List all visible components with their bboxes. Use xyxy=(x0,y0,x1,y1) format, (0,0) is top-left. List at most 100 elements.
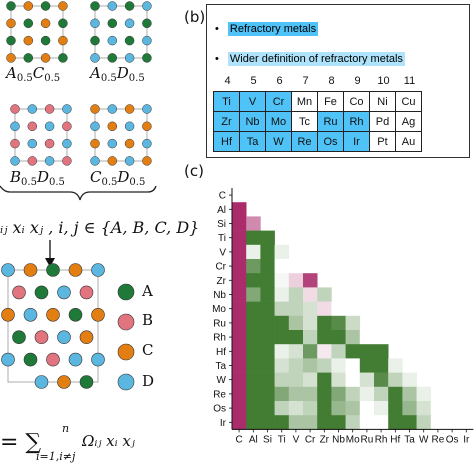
atom-a xyxy=(6,35,16,46)
element-ir: Ir xyxy=(343,131,370,152)
atom-d xyxy=(34,375,49,389)
interaction-heatmap: CCAlAlSiSiTiTiVVCrCrZrZrNbNbMoMoRuRuRhRh… xyxy=(212,188,474,445)
atom-a xyxy=(142,53,152,63)
atom-a xyxy=(12,330,26,344)
unit-cell-b-d xyxy=(10,104,72,166)
heatmap-cell xyxy=(274,386,290,402)
element-os: Os xyxy=(317,131,344,152)
atom-a xyxy=(90,1,100,11)
atom-d xyxy=(90,121,100,132)
heatmap-cell xyxy=(232,216,247,231)
unit-cell-c-d xyxy=(90,104,152,166)
element-ta: Ta xyxy=(239,131,266,152)
heatmap-cell xyxy=(303,358,318,373)
atom-c xyxy=(1,307,15,322)
heatmap-cell xyxy=(288,287,304,302)
atom-a xyxy=(58,18,68,29)
atom-d xyxy=(107,104,118,114)
cell-label-a-d: A0.5D0.5 xyxy=(90,64,145,84)
cell-label-c-d: C0.5D0.5 xyxy=(90,168,146,188)
element-au: Au xyxy=(395,131,422,152)
y-tick-label: Ta xyxy=(215,361,226,372)
heatmap-cell xyxy=(317,415,332,430)
heatmap-cell xyxy=(331,401,346,416)
panel-c-label: (c) xyxy=(184,162,204,180)
heatmap-cell xyxy=(345,372,361,388)
heatmap-cell xyxy=(317,358,332,373)
atom-d xyxy=(124,156,135,166)
heatmap-cell xyxy=(331,358,346,373)
heatmap-cell xyxy=(402,372,417,388)
heatmap-cell xyxy=(416,415,432,430)
heatmap-cell xyxy=(430,415,446,430)
element-mo: Mo xyxy=(265,111,292,132)
x-tick-label: Ru xyxy=(361,434,374,445)
atom-d xyxy=(62,138,72,149)
heatmap-cell xyxy=(260,401,275,416)
heatmap-cell xyxy=(232,202,247,217)
heatmap-cell xyxy=(331,315,346,331)
heatmap-cell xyxy=(274,344,290,359)
heatmap-cell xyxy=(303,273,318,288)
heatmap-cell xyxy=(416,401,432,416)
heatmap-cell xyxy=(345,344,361,359)
atom-b xyxy=(46,352,60,367)
heatmap-cell xyxy=(288,386,304,402)
atom-c xyxy=(90,104,100,114)
heatmap-cell xyxy=(246,259,261,274)
heatmap-cell xyxy=(232,386,247,402)
x-tick-label: Zr xyxy=(320,434,330,445)
atom-d xyxy=(68,352,83,367)
heatmap-cell xyxy=(317,386,332,402)
heatmap-cell xyxy=(246,287,261,302)
cell-frame xyxy=(94,108,148,162)
element-cr: Cr xyxy=(265,91,292,112)
element-re: Re xyxy=(291,131,318,152)
cell-label-b-d: B0.5D0.5 xyxy=(10,168,65,188)
atom-a xyxy=(107,18,118,29)
heatmap-cell xyxy=(317,287,332,302)
atom-d xyxy=(90,156,100,166)
y-tick-label: Ti xyxy=(218,233,226,244)
heatmap-cell xyxy=(246,230,261,246)
element-ti: Ti xyxy=(213,91,240,112)
heatmap-cell xyxy=(246,344,261,359)
element-fe: Fe xyxy=(317,91,344,112)
heatmap-cell xyxy=(246,216,261,231)
atom-d xyxy=(142,35,152,46)
heatmap-cell xyxy=(246,372,261,388)
atom-c xyxy=(79,330,94,344)
y-tick-label: Zr xyxy=(217,276,227,287)
group-number: 8 xyxy=(328,75,335,87)
heatmap-cell xyxy=(345,386,361,402)
heatmap-cell xyxy=(260,358,275,373)
atom-d xyxy=(142,104,152,114)
atom-c xyxy=(124,138,135,149)
atom-a xyxy=(124,1,135,11)
heatmap-cell xyxy=(374,415,389,430)
atom-c xyxy=(40,18,51,29)
atom-d xyxy=(107,1,118,11)
heatmap-cell xyxy=(402,386,417,402)
panel-b-label: (b) xyxy=(184,8,206,26)
atom-d xyxy=(124,18,135,29)
heatmap-cell xyxy=(430,401,446,416)
atom-c xyxy=(46,307,60,322)
periodic-table: Ti V Cr Mn Fe Co Ni Cu Zr Nb Mo Tc Ru Rh Pd Ag Hf Ta W Re Os… xyxy=(213,91,422,152)
heatmap-cell xyxy=(246,244,261,260)
element-hf: Hf xyxy=(213,131,240,152)
element-nb: Nb xyxy=(239,111,266,132)
x-tick-label: Ir xyxy=(463,434,470,445)
heatmap-cell xyxy=(345,330,361,345)
heatmap-cell xyxy=(260,315,275,331)
element-cu: Cu xyxy=(395,91,422,112)
heatmap-cell xyxy=(303,315,318,331)
heatmap-cell xyxy=(260,273,275,288)
heatmap-cell xyxy=(374,372,389,388)
heatmap-cell xyxy=(303,386,318,402)
y-tick-label: Cr xyxy=(215,262,226,273)
heatmap-cell xyxy=(388,372,403,388)
bullet: • xyxy=(215,53,219,65)
heatmap-cell xyxy=(288,372,304,388)
formula-top: ᵢⱼ xᵢ xⱼ , i, j ∈ {A, B, C, D} xyxy=(0,218,200,237)
